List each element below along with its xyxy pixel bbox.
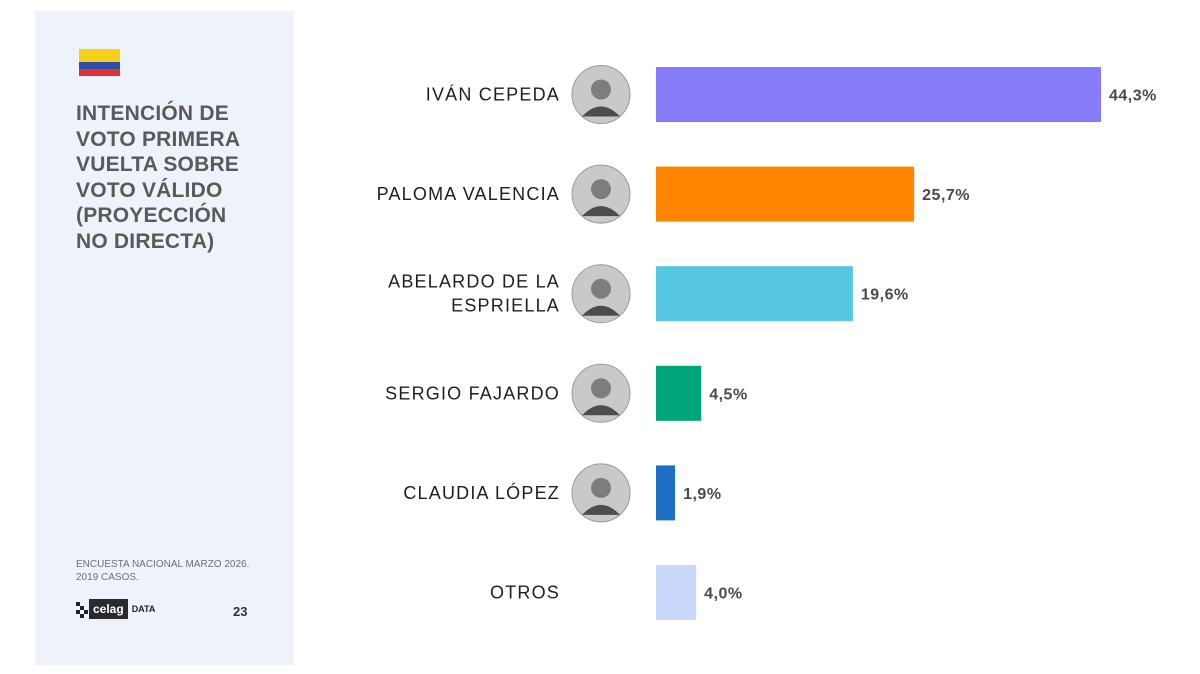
candidate-photo-2 [571,264,631,324]
category-label-2-line-0: ABELARDO DE LA [388,272,560,292]
category-label-2-line-1: ESPRIELLA [451,296,560,316]
value-label-4: 1,9% [683,486,721,503]
bar-4 [656,465,676,521]
page-title: INTENCIÓN DE VOTO PRIMERA VUELTA SOBRE V… [76,102,241,253]
logo-brand: celag [89,599,128,619]
value-label-1: 25,7% [922,187,970,204]
candidate-photo-3 [571,363,631,423]
sidebar-panel [35,11,294,665]
page-number: 23 [233,604,248,619]
category-label-1: PALOMA VALENCIA [377,184,560,204]
bar-2 [656,266,853,322]
candidate-photo-0 [571,65,631,124]
value-label-5: 4,0% [704,586,742,603]
value-label-3: 4,5% [709,386,747,403]
candidate-photo-1 [571,164,631,224]
colombia-flag [79,49,120,76]
logo-pixel-icon [76,600,88,618]
bar-5 [656,565,697,620]
category-label-0: IVÁN CEPEDA [426,85,560,105]
celag-logo: celag DATA [76,598,155,620]
value-label-0: 44,3% [1109,88,1157,105]
category-label-5: OTROS [490,583,560,603]
bar-1 [656,166,915,222]
value-label-2: 19,6% [861,287,909,304]
category-label-3: SERGIO FAJARDO [385,383,560,403]
logo-suffix: DATA [131,604,156,614]
bar-3 [656,365,702,421]
candidate-photo-4 [571,463,631,523]
bar-0 [656,67,1101,122]
source-note: ENCUESTA NACIONAL MARZO 2026. 2019 CASOS… [76,559,250,583]
category-label-4: CLAUDIA LÓPEZ [403,482,560,503]
